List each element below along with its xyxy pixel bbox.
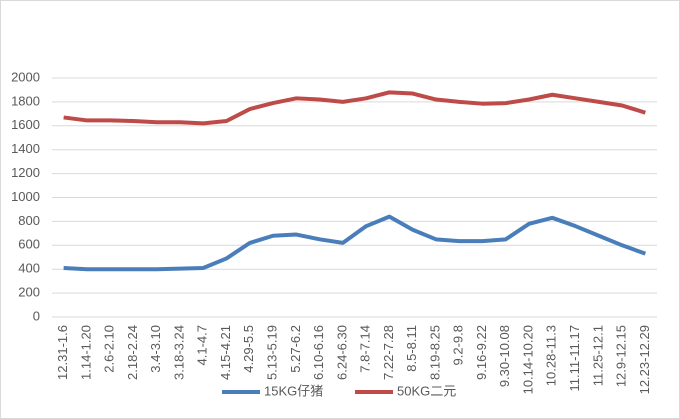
x-tick-label: 3.18-3.24 <box>171 325 186 380</box>
y-tick-label: 2000 <box>11 69 40 84</box>
y-tick-label: 600 <box>18 237 40 252</box>
x-tick-label: 10.28-11.3 <box>544 325 559 386</box>
x-tick-label: 6.10-6.16 <box>311 325 326 380</box>
x-tick-label: 2.18-2.24 <box>125 325 140 380</box>
y-tick-label: 1200 <box>11 165 40 180</box>
y-tick-label: 1800 <box>11 93 40 108</box>
x-tick-label: 3.4-3.10 <box>148 325 163 373</box>
x-tick-label: 9.30-10.08 <box>497 325 512 387</box>
x-tick-label: 4.1-4.7 <box>195 325 210 365</box>
y-tick-label: 1600 <box>11 117 40 132</box>
y-tick-label: 0 <box>33 308 40 323</box>
y-tick-label: 1000 <box>11 189 40 204</box>
x-tick-label: 2.6-2.10 <box>102 325 117 373</box>
x-tick-label: 1.14-1.20 <box>78 325 93 380</box>
legend-label: 50KG二元 <box>397 383 456 398</box>
x-tick-label: 11.25-12.1 <box>590 325 605 386</box>
x-tick-label: 9.16-9.22 <box>474 325 489 380</box>
x-tick-label: 7.8-7.14 <box>358 325 373 373</box>
y-tick-label: 800 <box>18 213 40 228</box>
series-line <box>63 90 646 126</box>
y-tick-label: 400 <box>18 261 40 276</box>
x-tick-label: 8.19-8.25 <box>427 325 442 380</box>
x-tick-label: 4.29-5.5 <box>241 325 256 373</box>
x-tick-label: 12.9-12.15 <box>614 325 629 387</box>
x-tick-label: 5.13-5.19 <box>264 325 279 380</box>
x-tick-label: 11.11-11.17 <box>567 325 582 392</box>
x-tick-label: 9.2-9.8 <box>451 325 466 365</box>
series-line <box>63 214 647 272</box>
legend-label: 15KG仔猪 <box>264 383 323 398</box>
y-tick-label: 1400 <box>11 141 40 156</box>
x-tick-label: 5.27-6.2 <box>288 325 303 373</box>
x-tick-label: 4.15-4.21 <box>218 325 233 380</box>
x-tick-label: 10.14-10.20 <box>520 325 535 394</box>
x-tick-label: 7.22-7.28 <box>381 325 396 380</box>
x-tick-label: 6.24-6.30 <box>334 325 349 380</box>
x-tick-label: 12.31-1.6 <box>55 325 70 380</box>
x-tick-label: 8.5-8.11 <box>404 325 419 372</box>
y-tick-label: 200 <box>18 285 40 300</box>
x-tick-label: 12.23-12.29 <box>637 325 652 394</box>
